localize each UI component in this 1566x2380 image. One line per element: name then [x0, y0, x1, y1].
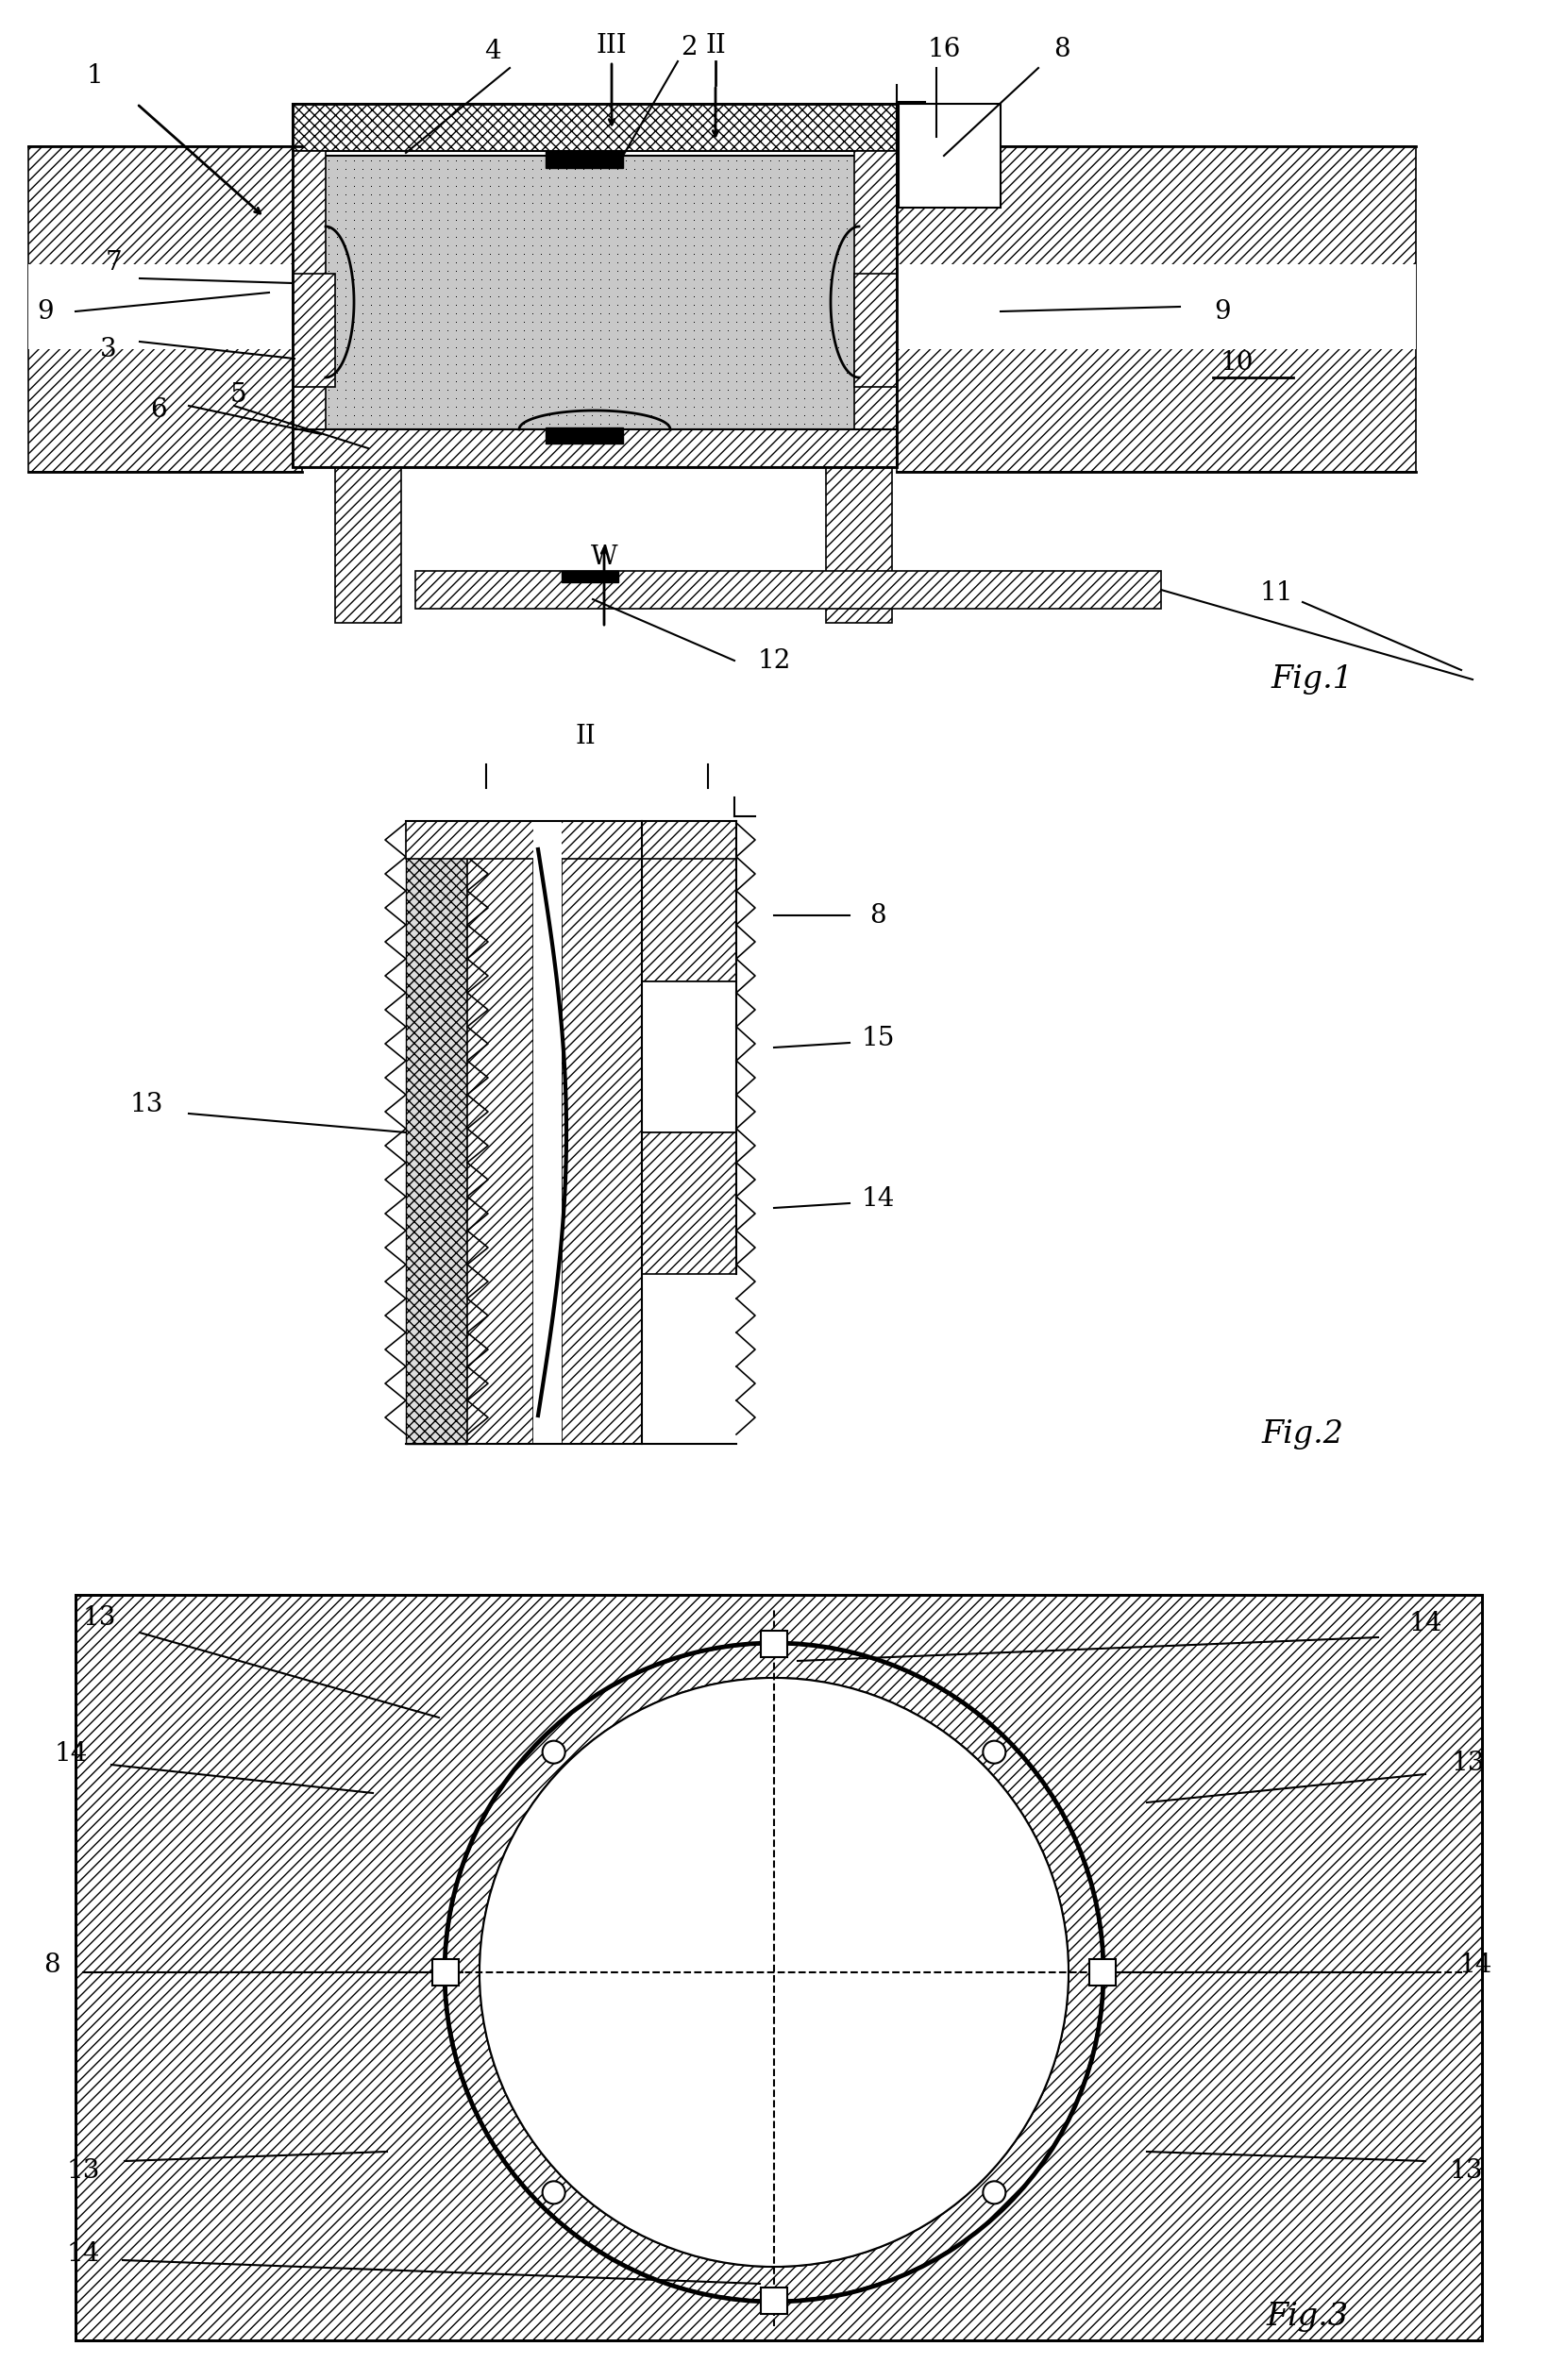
Text: 14: 14 — [66, 2242, 100, 2266]
Bar — [855, 274, 897, 388]
Bar — [75, 1595, 1481, 2340]
Bar — [307, 155, 888, 428]
Bar — [897, 145, 1416, 471]
Text: 14: 14 — [55, 1740, 88, 1766]
Text: 13: 13 — [1449, 2159, 1483, 2182]
Text: Fig.1: Fig.1 — [1272, 664, 1353, 695]
Text: W: W — [590, 545, 617, 569]
Bar — [28, 145, 302, 471]
Text: 3: 3 — [100, 336, 117, 362]
Bar — [545, 428, 623, 443]
Bar — [28, 264, 302, 350]
Bar — [761, 1630, 788, 1656]
Bar — [855, 150, 897, 462]
Text: 5: 5 — [230, 381, 246, 407]
Text: 13: 13 — [130, 1092, 163, 1116]
Bar — [642, 981, 736, 1133]
Text: 9: 9 — [1214, 298, 1231, 324]
Circle shape — [443, 1642, 1104, 2301]
Bar — [406, 821, 467, 1445]
Bar — [534, 821, 562, 1445]
Text: 13: 13 — [83, 1606, 116, 1630]
Text: 12: 12 — [758, 647, 791, 674]
Text: 8: 8 — [869, 902, 886, 928]
Bar — [562, 821, 642, 1445]
Bar — [761, 2287, 788, 2313]
Bar — [642, 821, 736, 981]
Text: 15: 15 — [861, 1026, 894, 1052]
Bar — [642, 1133, 736, 1273]
Bar — [75, 1595, 1481, 2340]
Text: III: III — [597, 33, 626, 57]
Text: 2: 2 — [681, 33, 697, 60]
Bar — [293, 428, 897, 466]
Text: 14: 14 — [861, 1185, 894, 1211]
Text: 10: 10 — [1220, 350, 1253, 376]
Bar — [335, 466, 401, 624]
Text: 13: 13 — [66, 2159, 100, 2182]
Text: 8: 8 — [1054, 36, 1070, 62]
Text: 7: 7 — [105, 250, 122, 276]
Bar — [415, 571, 1160, 609]
Circle shape — [983, 2180, 1005, 2204]
Circle shape — [479, 1678, 1068, 2266]
Bar — [899, 105, 1001, 207]
Text: 13: 13 — [1452, 1749, 1485, 1775]
Text: 14: 14 — [1409, 1611, 1442, 1635]
Text: 6: 6 — [150, 397, 168, 424]
Bar — [293, 105, 897, 466]
Bar — [897, 264, 1416, 350]
Text: 8: 8 — [44, 1954, 60, 1978]
Bar — [545, 150, 623, 169]
Text: 1: 1 — [86, 62, 103, 88]
Circle shape — [542, 2180, 565, 2204]
Circle shape — [542, 1740, 565, 1764]
Bar — [1090, 1959, 1115, 1985]
Bar — [293, 274, 335, 388]
Text: Fig.2: Fig.2 — [1262, 1418, 1344, 1449]
Text: II: II — [575, 724, 595, 750]
Bar — [562, 571, 619, 583]
Circle shape — [983, 1740, 1005, 1764]
Text: 14: 14 — [1458, 1954, 1492, 1978]
Bar — [432, 1959, 459, 1985]
Bar — [825, 466, 893, 624]
Bar — [467, 821, 534, 1445]
Text: 9: 9 — [38, 298, 53, 324]
Text: Fig.3: Fig.3 — [1267, 2301, 1348, 2332]
Text: 4: 4 — [484, 38, 501, 64]
Text: 11: 11 — [1259, 581, 1294, 605]
Bar — [406, 821, 736, 859]
Text: 16: 16 — [927, 36, 960, 62]
Bar — [293, 105, 897, 150]
Text: II: II — [705, 33, 725, 57]
Bar — [293, 150, 326, 462]
